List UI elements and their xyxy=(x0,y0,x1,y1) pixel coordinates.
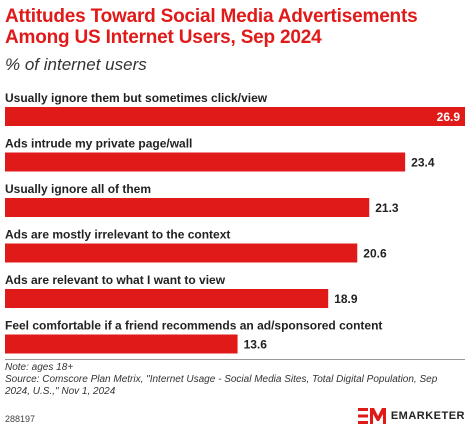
emarketer-logo-icon xyxy=(357,408,386,424)
value-label: 18.9 xyxy=(334,292,358,306)
brand-logo: EMARKETER xyxy=(357,406,465,426)
category-label: Feel comfortable if a friend recommends … xyxy=(5,319,382,333)
category-label: Ads intrude my private page/wall xyxy=(5,137,192,151)
category-label: Ads are relevant to what I want to view xyxy=(5,273,226,287)
value-label: 20.6 xyxy=(363,247,387,261)
value-label: 21.3 xyxy=(375,201,399,215)
note-text: Note: ages 18+ xyxy=(5,362,74,373)
value-label: 26.9 xyxy=(437,110,461,124)
chart-subtitle: % of internet users xyxy=(5,55,147,74)
bar xyxy=(5,198,370,217)
bar xyxy=(5,152,406,172)
bar xyxy=(5,289,329,308)
bar xyxy=(5,334,238,354)
bar-chart: Usually ignore them but sometimes click/… xyxy=(5,91,465,354)
category-label: Usually ignore all of them xyxy=(5,182,151,196)
footnote: Note: ages 18+ Source: Comscore Plan Met… xyxy=(5,362,460,398)
brand-name: EMARKETER xyxy=(390,410,465,422)
category-label: Usually ignore them but sometimes click/… xyxy=(5,91,268,105)
category-label: Ads are mostly irrelevant to the context xyxy=(5,228,230,242)
value-label: 13.6 xyxy=(244,338,268,352)
bar xyxy=(5,243,358,263)
figure-id: 288197 xyxy=(5,414,36,424)
bar xyxy=(5,107,465,126)
source-text: Source: Comscore Plan Metrix, "Internet … xyxy=(5,374,438,397)
footer-divider xyxy=(5,359,465,360)
chart-title: Attitudes Toward Social Media Advertisem… xyxy=(5,6,418,48)
value-label: 23.4 xyxy=(411,156,435,170)
